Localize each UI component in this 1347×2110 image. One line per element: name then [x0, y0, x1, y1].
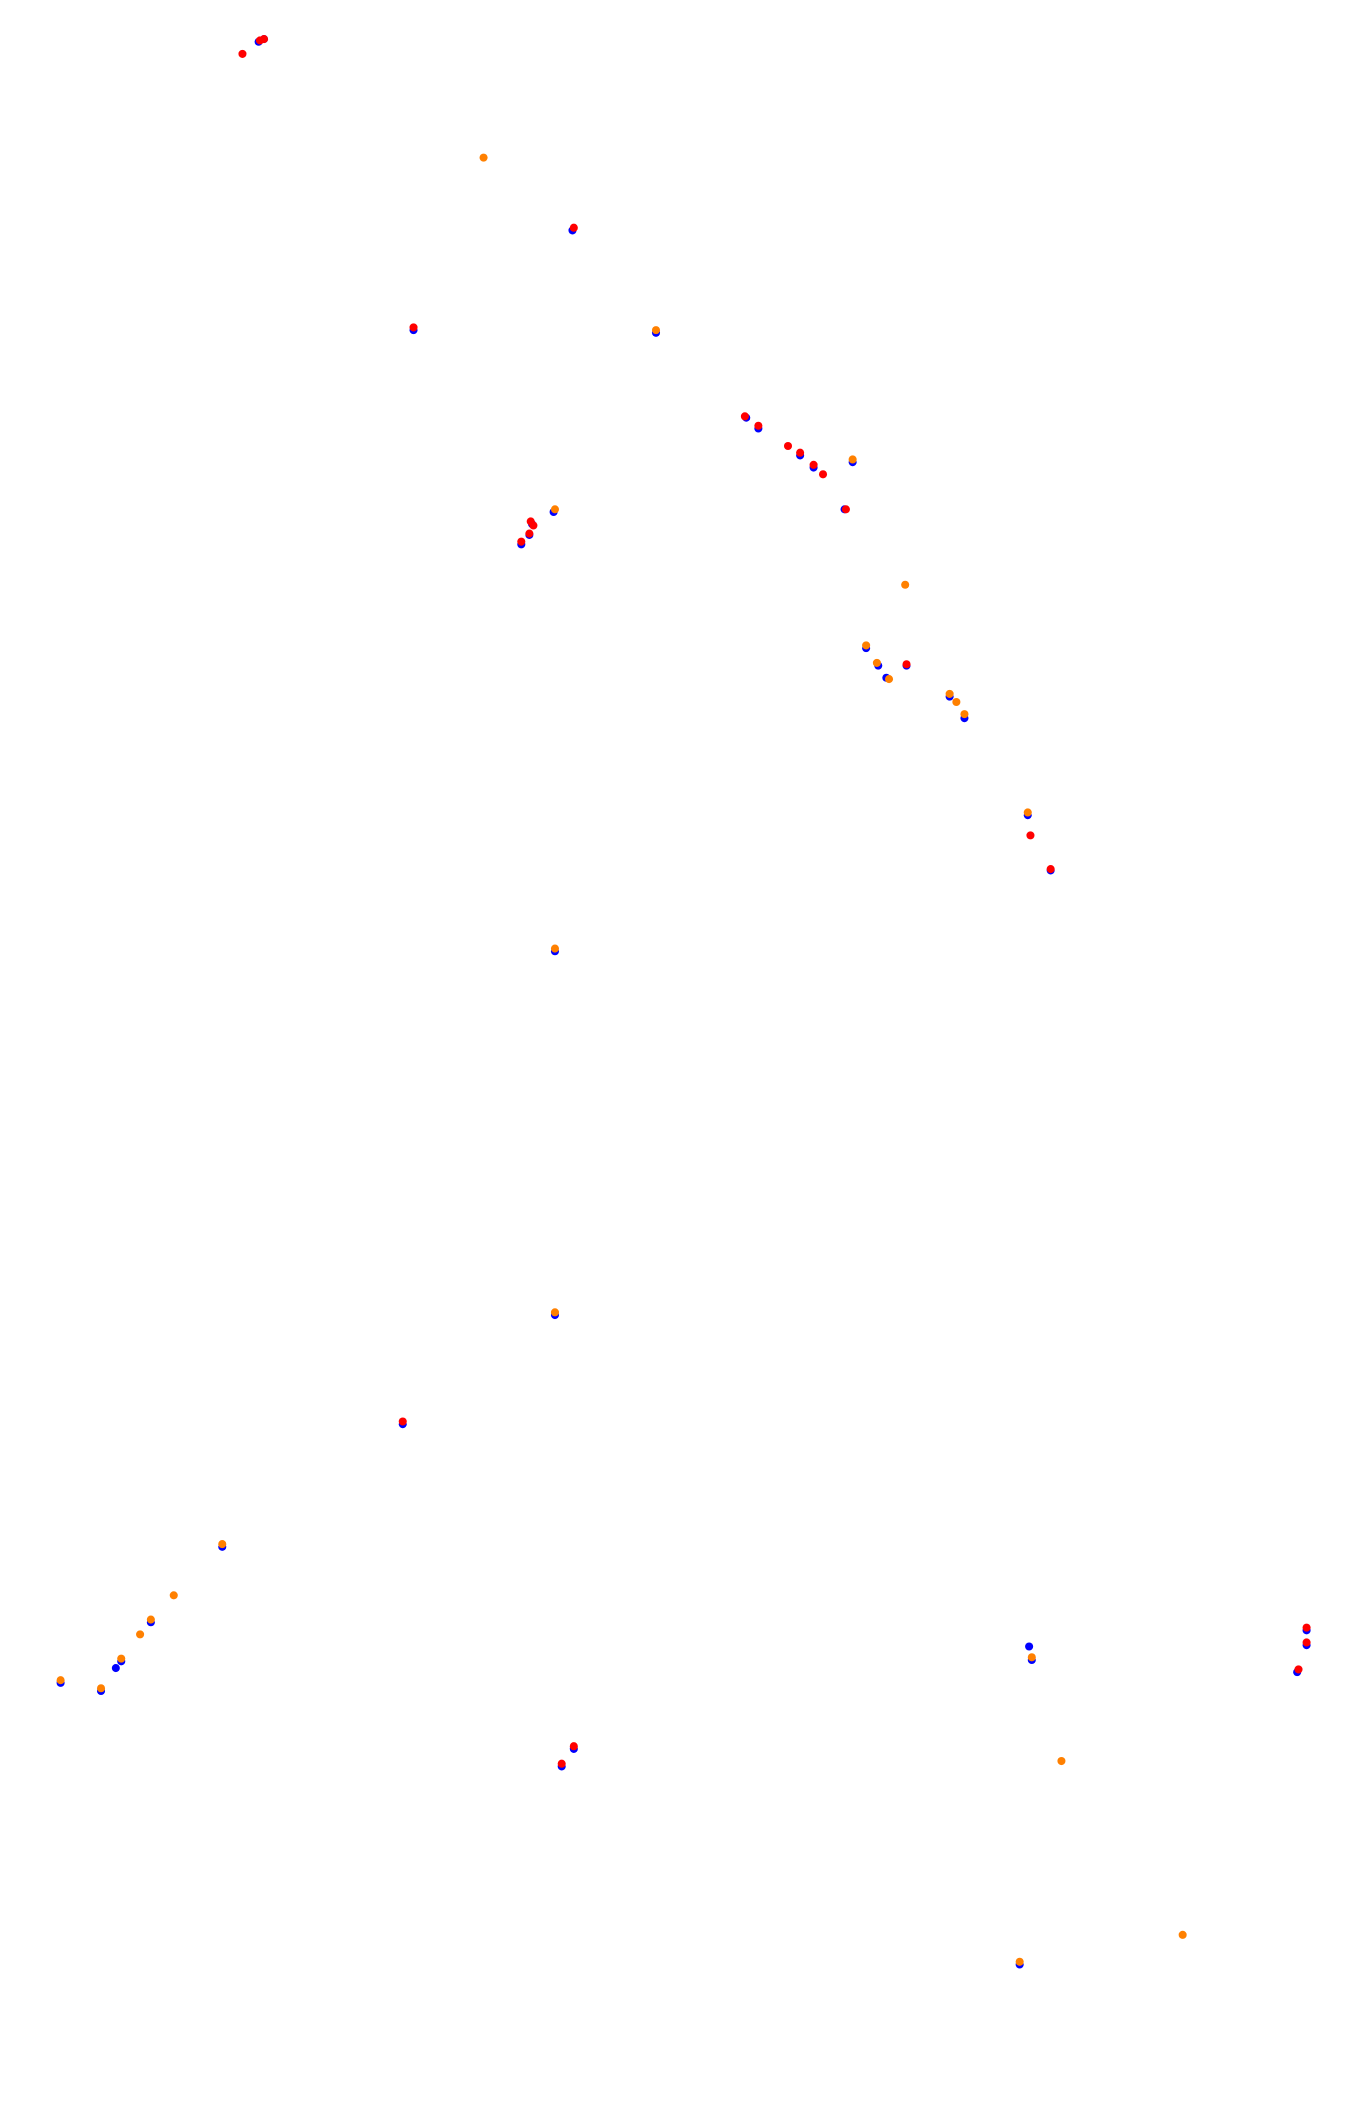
series-2-point-15	[525, 529, 534, 538]
series-2-point-23	[1302, 1623, 1311, 1632]
series-3-point-1	[479, 153, 488, 162]
series-3-point-3	[848, 455, 857, 464]
series-2-point-12	[841, 505, 850, 514]
series-2-point-17	[902, 660, 911, 669]
series-1-point-30	[111, 1664, 120, 1673]
series-2-point-18	[1026, 831, 1035, 840]
series-2-point-6	[740, 412, 749, 421]
series-2-point-20	[398, 1417, 407, 1426]
series-2-point-1	[238, 49, 247, 58]
series-2-point-11	[818, 470, 828, 479]
series-3-point-17	[146, 1615, 155, 1624]
series-3-point-12	[1023, 808, 1032, 817]
series-2-point-25	[1294, 1665, 1303, 1674]
series-3-point-8	[884, 675, 894, 684]
series-3-point-6	[862, 641, 871, 650]
series-3-point-20	[56, 1676, 65, 1685]
series-2-point-21	[569, 1742, 578, 1751]
series-3-point-22	[1027, 1653, 1036, 1662]
series-3-point-19	[117, 1654, 126, 1663]
series-2	[238, 35, 1311, 1768]
series-3-point-25	[1015, 1957, 1024, 1966]
series-1-point-35	[1025, 1642, 1034, 1651]
series-2-point-19	[1046, 865, 1055, 874]
series-3-point-14	[550, 1308, 560, 1317]
series-3-point-18	[136, 1630, 145, 1639]
series-1	[56, 35, 1311, 1969]
series-layer	[56, 35, 1311, 1969]
series-2-point-14	[529, 521, 538, 530]
series-3-point-9	[945, 689, 954, 698]
series-2-point-8	[783, 441, 793, 451]
series-2-point-10	[809, 460, 818, 469]
series-2-point-5	[569, 223, 578, 232]
series-2-point-4	[409, 323, 418, 332]
series-3-point-4	[550, 505, 560, 514]
series-2-point-7	[754, 421, 763, 430]
series-3-point-2	[651, 326, 661, 335]
series-3-point-10	[952, 697, 961, 707]
series-3-point-13	[550, 944, 560, 953]
series-2-point-16	[517, 537, 526, 546]
series-2-point-3	[259, 35, 269, 44]
series-3-point-15	[218, 1540, 227, 1549]
series-3-point-5	[901, 580, 910, 589]
series-3-point-24	[1178, 1930, 1187, 1939]
series-3	[56, 153, 1187, 1966]
series-3-point-23	[1057, 1756, 1066, 1766]
series-3-point-21	[96, 1684, 106, 1693]
series-3-point-16	[169, 1591, 178, 1600]
series-2-point-24	[1302, 1638, 1311, 1647]
series-2-point-9	[796, 448, 805, 457]
series-3-point-11	[960, 710, 969, 719]
series-3-point-7	[872, 658, 881, 667]
series-2-point-22	[557, 1759, 566, 1768]
